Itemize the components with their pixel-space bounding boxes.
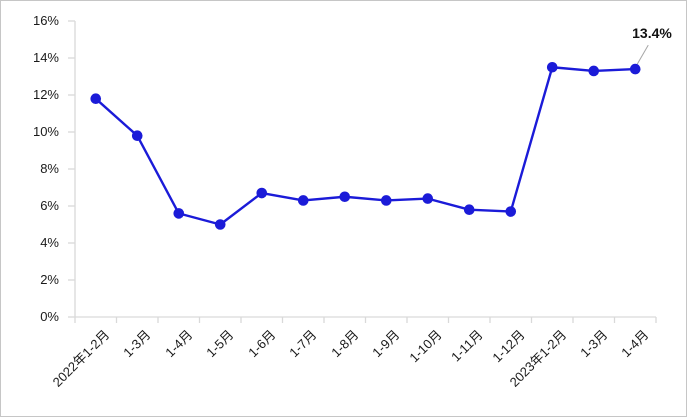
data-point-marker	[297, 195, 309, 206]
y-tick-label: 2%	[40, 272, 59, 287]
data-point-marker	[380, 195, 392, 206]
data-label-leader-line	[636, 44, 649, 65]
y-tick-label: 8%	[40, 161, 59, 176]
data-point-marker	[463, 204, 475, 215]
y-tick-label: 6%	[40, 198, 59, 213]
y-tick-label: 16%	[32, 13, 59, 28]
data-point-marker	[90, 93, 102, 104]
data-point-marker	[339, 191, 351, 203]
data-point-marker	[173, 208, 185, 219]
data-point-marker	[546, 61, 558, 73]
data-point-marker	[422, 193, 434, 204]
data-point-marker	[214, 219, 226, 230]
y-tick-label: 12%	[32, 87, 59, 102]
data-point-marker	[629, 63, 641, 75]
y-tick-label: 0%	[40, 309, 59, 324]
data-series-line	[94, 66, 637, 226]
data-point-marker	[256, 187, 268, 199]
y-tick-label: 4%	[40, 235, 59, 250]
data-point-marker	[505, 206, 517, 217]
last-point-data-label: 13.4%	[632, 25, 672, 41]
data-point-marker	[131, 130, 143, 141]
y-tick-label: 10%	[32, 124, 59, 139]
data-point-marker	[588, 65, 600, 77]
y-tick-label: 14%	[32, 50, 59, 65]
